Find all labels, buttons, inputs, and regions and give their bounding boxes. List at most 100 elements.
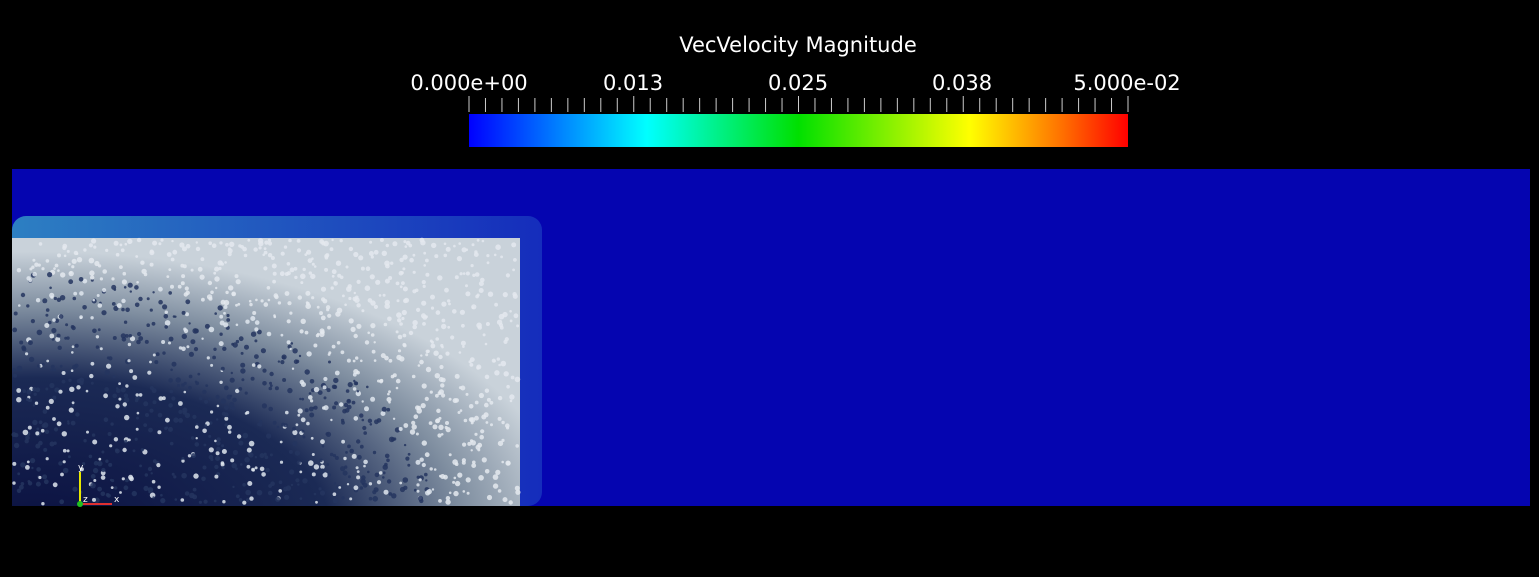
particle	[417, 406, 421, 410]
particle	[261, 299, 264, 302]
particle	[63, 449, 67, 453]
particle	[429, 421, 433, 425]
particle	[312, 263, 315, 266]
particle	[209, 327, 215, 333]
particle	[297, 461, 301, 465]
particle	[356, 324, 361, 329]
particle	[501, 439, 504, 442]
particle	[417, 476, 420, 479]
particle	[45, 314, 48, 317]
particle	[280, 441, 283, 444]
particle	[254, 327, 258, 331]
particle	[326, 463, 329, 466]
particle	[388, 390, 391, 393]
particle	[221, 367, 225, 371]
particle	[245, 392, 248, 395]
particle	[137, 238, 141, 242]
particle	[171, 258, 175, 262]
particle	[59, 499, 64, 504]
particle	[287, 319, 291, 323]
particle	[278, 301, 281, 304]
particle	[362, 419, 365, 422]
particle	[50, 369, 53, 372]
particle	[370, 423, 373, 426]
particle	[133, 449, 136, 452]
particle	[57, 298, 61, 302]
particle	[485, 389, 489, 393]
particle	[493, 474, 499, 480]
particle	[214, 312, 217, 315]
particle	[500, 326, 504, 330]
particle	[237, 434, 241, 438]
particle	[314, 406, 318, 410]
particle	[34, 393, 37, 396]
particle	[122, 448, 126, 452]
particle	[53, 482, 58, 487]
particle	[247, 465, 251, 469]
particle	[409, 331, 413, 335]
particle	[357, 390, 359, 392]
particle	[245, 412, 248, 415]
particle	[285, 291, 290, 296]
particle	[490, 423, 493, 426]
particle	[184, 391, 187, 394]
particle	[64, 255, 67, 258]
particle	[513, 258, 517, 262]
colorbar	[469, 114, 1128, 147]
particle	[224, 300, 230, 306]
particle	[83, 439, 86, 442]
particle	[433, 424, 438, 429]
particle	[221, 461, 225, 465]
particle	[97, 487, 102, 492]
particle	[168, 291, 172, 295]
particle	[35, 444, 40, 449]
particle	[12, 328, 17, 333]
particle	[275, 497, 280, 502]
particle	[150, 309, 153, 312]
particle	[353, 373, 357, 377]
particle	[65, 323, 68, 326]
particle	[236, 324, 239, 327]
particle	[152, 241, 157, 246]
particle	[427, 350, 430, 353]
particle	[291, 342, 294, 345]
particle	[262, 254, 265, 257]
particle	[67, 422, 70, 425]
particle	[441, 324, 446, 329]
particle	[465, 248, 468, 251]
particle	[168, 342, 171, 345]
particle	[89, 258, 95, 264]
particle	[164, 314, 169, 319]
particle	[282, 378, 286, 382]
particle	[437, 275, 442, 280]
particle	[510, 400, 513, 403]
particle	[43, 448, 47, 452]
particle	[455, 374, 460, 379]
particle	[214, 465, 218, 469]
particle	[91, 238, 96, 243]
particle	[172, 362, 177, 367]
particle	[205, 384, 208, 387]
particle	[233, 450, 238, 455]
particle	[357, 470, 360, 473]
particle	[38, 264, 41, 267]
particle	[226, 314, 229, 317]
particle	[460, 310, 465, 315]
particle	[387, 397, 392, 402]
particle	[62, 380, 66, 384]
particle	[441, 393, 445, 397]
particle	[287, 340, 291, 344]
particle	[199, 397, 203, 401]
particle	[268, 253, 272, 257]
particle	[349, 497, 352, 500]
particle	[46, 360, 49, 363]
particle	[403, 477, 409, 483]
particle	[201, 477, 206, 482]
particle	[58, 346, 62, 350]
particle	[45, 388, 48, 391]
particle	[124, 321, 127, 324]
particle	[497, 320, 502, 325]
particle	[55, 337, 60, 342]
particle	[145, 340, 149, 344]
particle	[389, 437, 395, 443]
